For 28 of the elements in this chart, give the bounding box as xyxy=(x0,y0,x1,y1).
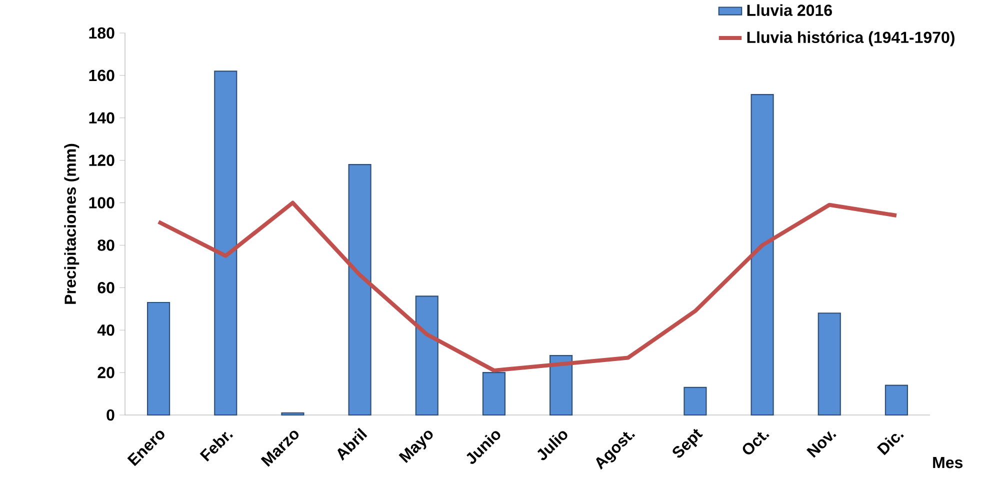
x-tick-label: Oct. xyxy=(742,432,770,454)
y-tick-label: 140 xyxy=(89,112,114,124)
bar xyxy=(415,296,438,416)
y-tick-label: 60 xyxy=(98,282,114,294)
y-axis-title: Precipitaciones (mm) xyxy=(64,144,80,304)
y-tick-label: 80 xyxy=(98,240,114,251)
bar xyxy=(482,372,506,416)
y-tick-label: 120 xyxy=(89,154,114,166)
bar xyxy=(214,70,238,416)
x-tick-label: Nov. xyxy=(806,431,836,458)
legend-label: Lluvia histórica (1941-1970) xyxy=(747,31,954,46)
bar xyxy=(750,94,774,416)
bar xyxy=(884,384,908,416)
y-tick-label: 180 xyxy=(89,27,114,39)
bar xyxy=(281,412,304,416)
y-tick-label: 0 xyxy=(106,409,114,421)
bar xyxy=(684,386,707,416)
legend-label: Lluvia 2016 xyxy=(747,4,832,16)
y-tick-label: 20 xyxy=(98,366,114,378)
y-tick-label: 160 xyxy=(89,70,114,82)
x-tick-label: Dic. xyxy=(876,434,904,456)
bar xyxy=(348,164,372,416)
y-tick-label: 40 xyxy=(97,324,114,336)
x-axis-title: Mes xyxy=(933,457,963,468)
y-tick-label: 100 xyxy=(89,197,114,208)
bar xyxy=(550,355,573,416)
bar xyxy=(147,302,170,416)
bar xyxy=(818,312,841,416)
